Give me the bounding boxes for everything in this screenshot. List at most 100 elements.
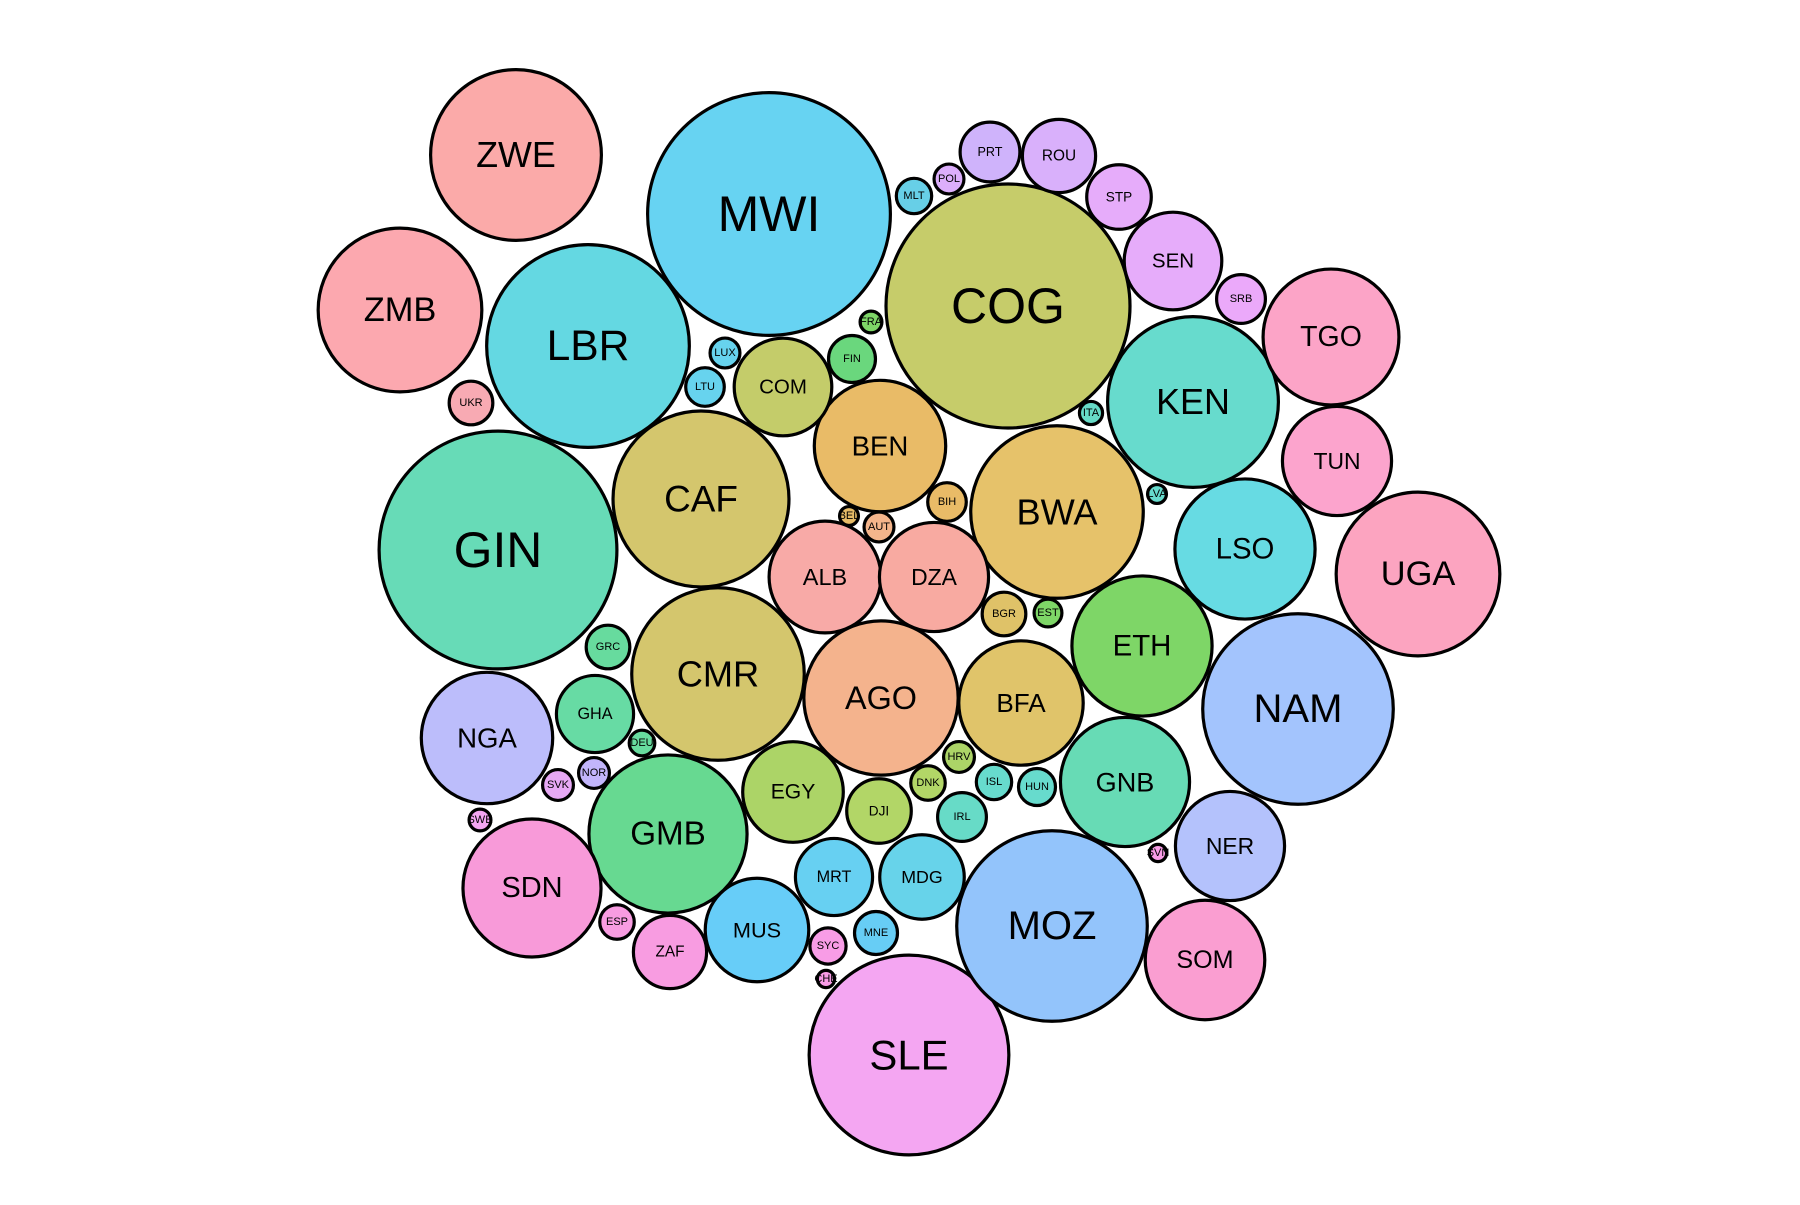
bubble-circle-bgr[interactable] bbox=[980, 590, 1028, 638]
bubble-srb[interactable]: SRB bbox=[1214, 273, 1267, 326]
bubble-fra[interactable]: FRA bbox=[858, 309, 884, 335]
bubble-circle-rou[interactable] bbox=[1020, 117, 1098, 195]
bubble-sen[interactable]: SEN bbox=[1122, 210, 1224, 312]
bubble-circle-lux[interactable] bbox=[708, 336, 742, 370]
bubble-egy[interactable]: EGY bbox=[741, 740, 845, 844]
bubble-circle-egy[interactable] bbox=[741, 740, 845, 844]
bubble-circle-esp[interactable] bbox=[598, 903, 636, 941]
bubble-fin[interactable]: FIN bbox=[826, 333, 878, 385]
bubble-circle-caf[interactable] bbox=[611, 409, 791, 589]
bubble-nam[interactable]: NAM bbox=[1201, 612, 1395, 806]
bubble-circle-lbr[interactable] bbox=[485, 243, 691, 449]
bubble-gmb[interactable]: GMB bbox=[587, 753, 749, 915]
bubble-circle-tgo[interactable] bbox=[1261, 267, 1401, 407]
bubble-circle-fra[interactable] bbox=[858, 309, 884, 335]
bubble-mus[interactable]: MUS bbox=[703, 876, 811, 984]
bubble-bwa[interactable]: BWA bbox=[969, 424, 1145, 600]
bubble-circle-swe[interactable] bbox=[467, 807, 493, 833]
bubble-circle-svn[interactable] bbox=[1147, 842, 1169, 864]
bubble-tgo[interactable]: TGO bbox=[1261, 267, 1401, 407]
bubble-irl[interactable]: IRL bbox=[935, 790, 988, 843]
bubble-zmb[interactable]: ZMB bbox=[316, 226, 484, 394]
bubble-circle-isl[interactable] bbox=[974, 762, 1014, 802]
bubble-gin[interactable]: GIN bbox=[377, 429, 619, 671]
bubble-circle-est[interactable] bbox=[1032, 597, 1064, 629]
bubble-ltu[interactable]: LTU bbox=[684, 366, 726, 408]
bubble-prt[interactable]: PRT bbox=[958, 120, 1022, 184]
bubble-mrt[interactable]: MRT bbox=[793, 836, 875, 918]
bubble-eth[interactable]: ETH bbox=[1070, 574, 1214, 718]
bubble-bel[interactable]: BEL bbox=[837, 504, 861, 528]
bubble-circle-zwe[interactable] bbox=[429, 67, 604, 243]
bubble-circle-dnk[interactable] bbox=[909, 764, 947, 802]
bubble-circle-bwa[interactable] bbox=[969, 424, 1145, 600]
bubble-circle-nor[interactable] bbox=[576, 755, 612, 791]
bubble-dnk[interactable]: DNK bbox=[909, 764, 947, 802]
bubble-circle-mne[interactable] bbox=[852, 909, 900, 957]
bubble-circle-ner[interactable] bbox=[1173, 789, 1287, 903]
bubble-esp[interactable]: ESP bbox=[598, 903, 636, 941]
bubble-mwi[interactable]: MWI bbox=[646, 91, 892, 337]
bubble-circle-pol[interactable] bbox=[932, 162, 966, 196]
bubble-circle-che[interactable] bbox=[815, 968, 837, 990]
bubble-circle-cmr[interactable] bbox=[630, 586, 806, 762]
bubble-hun[interactable]: HUN bbox=[1016, 766, 1058, 808]
bubble-svn[interactable]: SVN bbox=[1147, 842, 1170, 864]
bubble-est[interactable]: EST bbox=[1032, 597, 1064, 629]
bubble-uga[interactable]: UGA bbox=[1334, 490, 1502, 658]
bubble-bgr[interactable]: BGR bbox=[980, 590, 1028, 638]
bubble-circle-bfa[interactable] bbox=[957, 639, 1085, 767]
bubble-som[interactable]: SOM bbox=[1143, 898, 1267, 1022]
bubble-circle-mus[interactable] bbox=[703, 876, 811, 984]
bubble-circle-som[interactable] bbox=[1143, 898, 1267, 1022]
bubble-circle-hun[interactable] bbox=[1016, 766, 1058, 808]
bubble-circle-prt[interactable] bbox=[958, 120, 1022, 184]
bubble-circle-mwi[interactable] bbox=[646, 91, 892, 337]
bubble-sdn[interactable]: SDN bbox=[461, 817, 603, 959]
bubble-mne[interactable]: MNE bbox=[852, 909, 900, 957]
bubble-syc[interactable]: SYC bbox=[808, 926, 848, 966]
bubble-circle-stp[interactable] bbox=[1085, 163, 1153, 231]
bubble-tun[interactable]: TUN bbox=[1280, 404, 1394, 518]
bubble-ukr[interactable]: UKR bbox=[447, 379, 495, 427]
bubble-circle-nam[interactable] bbox=[1201, 612, 1395, 806]
bubble-aut[interactable]: AUT bbox=[862, 510, 896, 544]
bubble-deu[interactable]: DEU bbox=[627, 728, 657, 758]
bubble-circle-gin[interactable] bbox=[377, 429, 619, 671]
bubble-alb[interactable]: ALB bbox=[767, 519, 883, 635]
bubble-grc[interactable]: GRC bbox=[584, 623, 632, 671]
bubble-circle-eth[interactable] bbox=[1070, 574, 1214, 718]
bubble-dza[interactable]: DZA bbox=[877, 520, 991, 634]
bubble-dji[interactable]: DJI bbox=[845, 777, 913, 845]
bubble-circle-ltu[interactable] bbox=[684, 366, 726, 408]
bubble-circle-nga[interactable] bbox=[419, 670, 555, 806]
bubble-gnb[interactable]: GNB bbox=[1058, 715, 1192, 849]
bubble-zwe[interactable]: ZWE bbox=[429, 67, 604, 243]
bubble-ner[interactable]: NER bbox=[1173, 789, 1287, 903]
bubble-circle-dji[interactable] bbox=[845, 777, 913, 845]
bubble-mdg[interactable]: MDG bbox=[878, 833, 966, 921]
bubble-circle-zmb[interactable] bbox=[316, 226, 484, 394]
bubble-lbr[interactable]: LBR bbox=[485, 243, 691, 449]
bubble-circle-sle[interactable] bbox=[807, 953, 1011, 1157]
bubble-circle-cog[interactable] bbox=[884, 182, 1132, 430]
bubble-cmr[interactable]: CMR bbox=[630, 586, 806, 762]
bubble-rou[interactable]: ROU bbox=[1020, 117, 1098, 195]
bubble-circle-gha[interactable] bbox=[554, 673, 636, 755]
bubble-circle-sen[interactable] bbox=[1122, 210, 1224, 312]
bubble-isl[interactable]: ISL bbox=[974, 762, 1014, 802]
bubble-circle-srb[interactable] bbox=[1214, 273, 1267, 326]
bubble-che[interactable]: CHE bbox=[814, 968, 838, 990]
bubble-circle-syc[interactable] bbox=[808, 926, 848, 966]
bubble-circle-gmb[interactable] bbox=[587, 753, 749, 915]
bubble-circle-lso[interactable] bbox=[1173, 477, 1317, 621]
bubble-circle-zaf[interactable] bbox=[631, 913, 709, 991]
bubble-ago[interactable]: AGO bbox=[802, 619, 960, 777]
bubble-ben[interactable]: BEN bbox=[812, 378, 948, 514]
bubble-swe[interactable]: SWE bbox=[467, 807, 493, 833]
bubble-circle-dza[interactable] bbox=[877, 520, 991, 634]
bubble-stp[interactable]: STP bbox=[1085, 163, 1153, 231]
bubble-circle-svk[interactable] bbox=[540, 767, 576, 803]
bubble-circle-grc[interactable] bbox=[584, 623, 632, 671]
bubble-circle-tun[interactable] bbox=[1280, 404, 1394, 518]
